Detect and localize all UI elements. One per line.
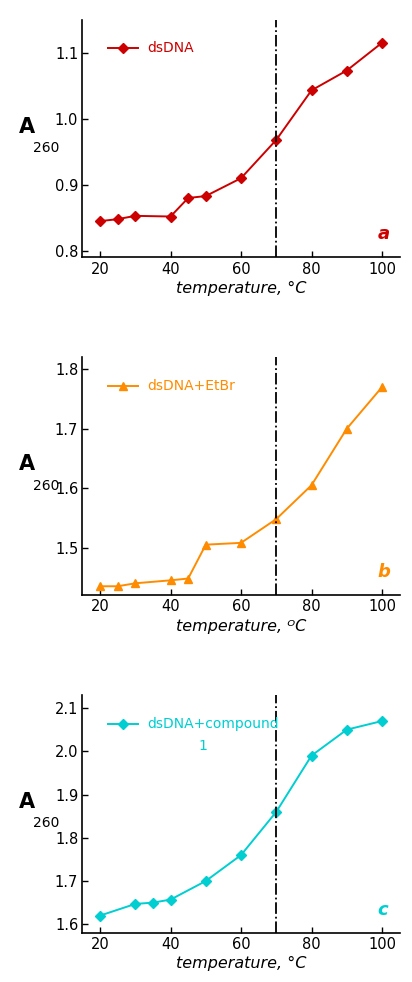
Text: dsDNA+EtBr: dsDNA+EtBr [147,379,235,393]
Text: A: A [19,455,35,474]
Text: 1: 1 [198,739,207,753]
Text: dsDNA+compound: dsDNA+compound [147,717,279,731]
Text: dsDNA: dsDNA [147,41,194,55]
Text: A: A [19,117,35,136]
Text: a: a [377,225,390,244]
Text: 260: 260 [33,816,59,831]
Text: A: A [19,792,35,812]
Text: c: c [377,900,388,918]
X-axis label: temperature, °C: temperature, °C [176,281,306,296]
Text: b: b [377,563,390,581]
X-axis label: temperature, ᴼC: temperature, ᴼC [176,619,306,633]
X-axis label: temperature, °C: temperature, °C [176,956,306,971]
Text: 260: 260 [33,479,59,493]
Text: 260: 260 [33,141,59,155]
